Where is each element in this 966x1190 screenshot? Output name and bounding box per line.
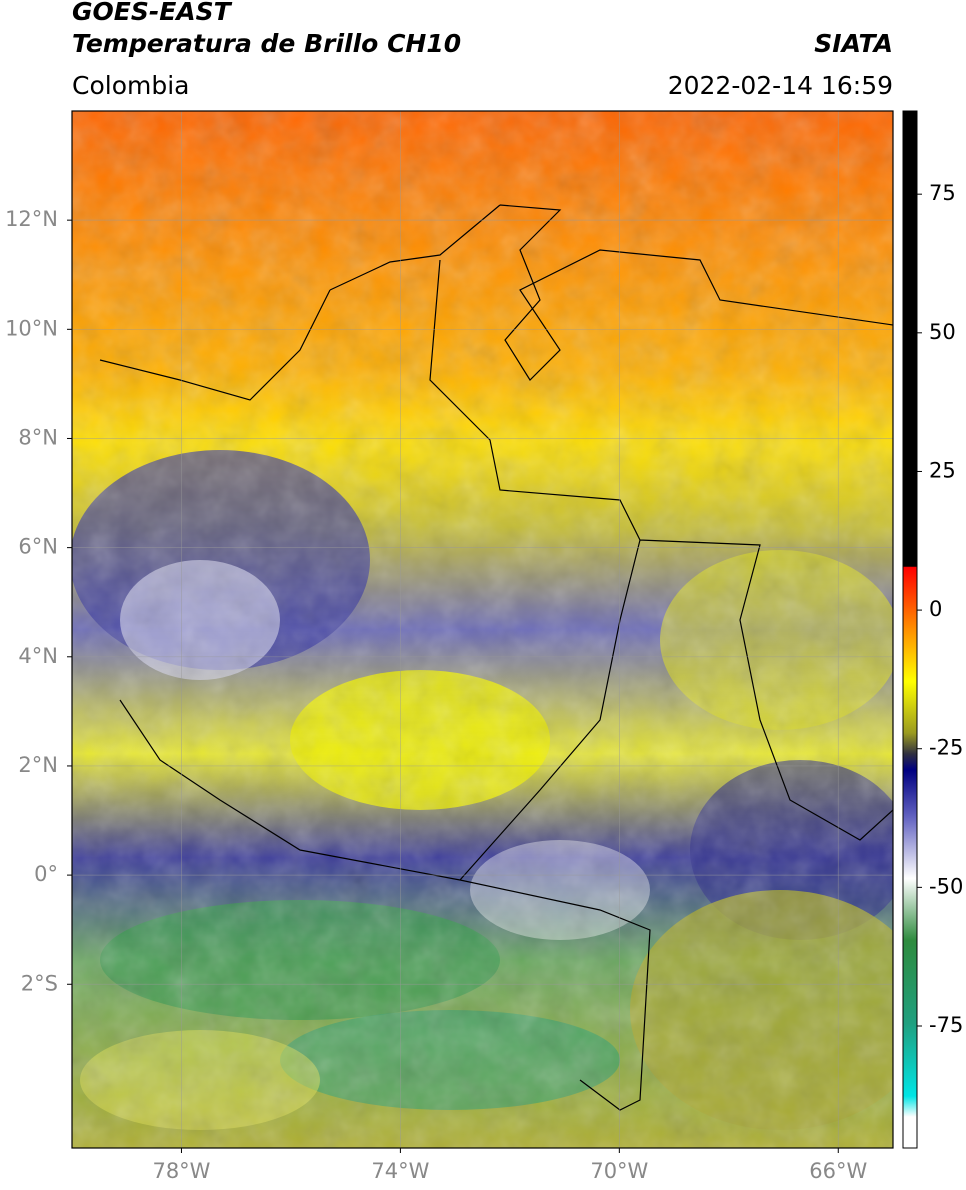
datetime: 2022-02-14 16:59	[668, 71, 893, 100]
x-tick-label: 78°W	[152, 1159, 210, 1183]
grid	[72, 111, 893, 1148]
colorbar-tick-label: -50	[929, 874, 963, 898]
colorbar-tick-label: -25	[929, 736, 963, 760]
map-frame	[71, 110, 894, 1149]
y-tick-label: 2°S	[21, 971, 58, 995]
x-tick-label: 70°W	[590, 1159, 648, 1183]
y-tick-label: 4°N	[18, 644, 58, 668]
source: SIATA	[814, 29, 893, 58]
satellite-image	[72, 111, 893, 1148]
y-tick-label: 12°N	[5, 207, 58, 231]
y-tick-label: 6°N	[18, 535, 58, 559]
y-tick-label: 10°N	[5, 316, 58, 340]
colorbar-tick-label: 0	[929, 597, 942, 621]
y-tick-label: 2°N	[18, 753, 58, 777]
x-tick-label: 74°W	[371, 1159, 429, 1183]
colorbar-tick-label: 25	[929, 458, 956, 482]
y-tick-label: 8°N	[18, 425, 58, 449]
y-tick-label: 0°	[34, 862, 58, 886]
region: Colombia	[72, 71, 189, 100]
colorbar-tick-label: 75	[929, 181, 956, 205]
colorbar	[902, 110, 918, 1149]
title: GOES-EAST	[72, 0, 233, 26]
colorbar-tick-label: -75	[929, 1013, 963, 1037]
colorbar-tick-label: 50	[929, 320, 956, 344]
x-tick-label: 66°W	[809, 1159, 867, 1183]
subtitle: Temperatura de Brillo CH10	[72, 29, 461, 58]
